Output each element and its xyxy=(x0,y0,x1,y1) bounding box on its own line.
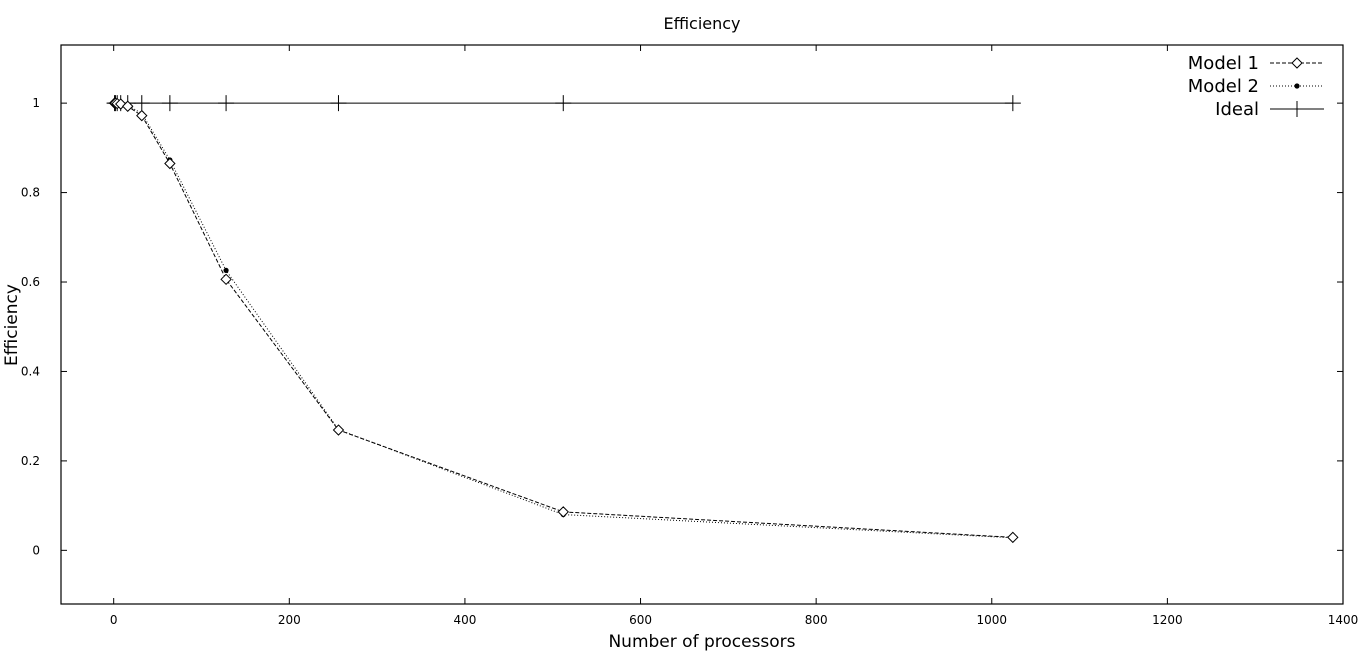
x-tick-label: 600 xyxy=(629,613,652,627)
x-axis-title: Number of processors xyxy=(608,632,795,652)
x-tick-label: 1400 xyxy=(1328,613,1359,627)
x-tick-label: 800 xyxy=(805,613,828,627)
x-tick-label: 1200 xyxy=(1152,613,1183,627)
legend-item: Model 1 xyxy=(1188,53,1324,74)
x-tick-label: 1000 xyxy=(976,613,1007,627)
data-point-plus xyxy=(218,95,235,112)
data-point-plus xyxy=(1289,101,1305,117)
data-point-diamond xyxy=(122,100,134,112)
y-axis: 0 0.2 0.4 0.6 0.8 1 xyxy=(21,96,1343,557)
y-tick-label: 0.6 xyxy=(21,275,40,289)
legend-label: Ideal xyxy=(1215,99,1259,120)
x-tick-label: 400 xyxy=(453,613,476,627)
data-point-plus xyxy=(330,95,347,112)
x-axis: 0 200 400 600 800 1000 1200 1400 xyxy=(110,45,1358,627)
series-model-1 xyxy=(108,97,1019,544)
y-tick-label: 1 xyxy=(32,96,40,110)
data-point-diamond xyxy=(557,506,569,518)
data-point-plus xyxy=(1004,95,1021,112)
data-point-diamond xyxy=(164,157,176,170)
y-tick-label: 0.4 xyxy=(21,364,40,378)
data-point-diamond xyxy=(1007,531,1019,544)
legend-item: Ideal xyxy=(1215,99,1324,120)
data-point-dot xyxy=(223,267,229,273)
data-point-diamond xyxy=(332,424,345,436)
x-tick-label: 0 xyxy=(110,613,118,627)
series-layer xyxy=(106,95,1021,544)
legend-item: Model 2 xyxy=(1188,76,1324,97)
data-point-plus xyxy=(161,95,178,112)
data-point-diamond xyxy=(1291,57,1303,69)
y-tick-label: 0 xyxy=(32,543,40,557)
y-axis-title: Efficiency xyxy=(2,284,22,366)
data-point-plus xyxy=(133,95,150,112)
y-tick-label: 0.2 xyxy=(21,454,40,468)
x-tick-label: 200 xyxy=(278,613,301,627)
data-point-plus xyxy=(555,95,572,112)
legend-label: Model 2 xyxy=(1188,76,1259,97)
data-point-diamond xyxy=(220,273,232,286)
y-tick-label: 0.8 xyxy=(21,186,40,200)
legend-label: Model 1 xyxy=(1188,53,1259,74)
data-point-dot xyxy=(1294,83,1300,89)
series-ideal xyxy=(106,95,1021,112)
plot-frame xyxy=(60,44,1344,605)
series-line xyxy=(114,102,1013,539)
chart-title: Efficiency xyxy=(663,14,740,33)
data-point-diamond xyxy=(136,109,148,122)
series-model-2 xyxy=(111,100,1016,541)
series-line xyxy=(114,102,1013,538)
